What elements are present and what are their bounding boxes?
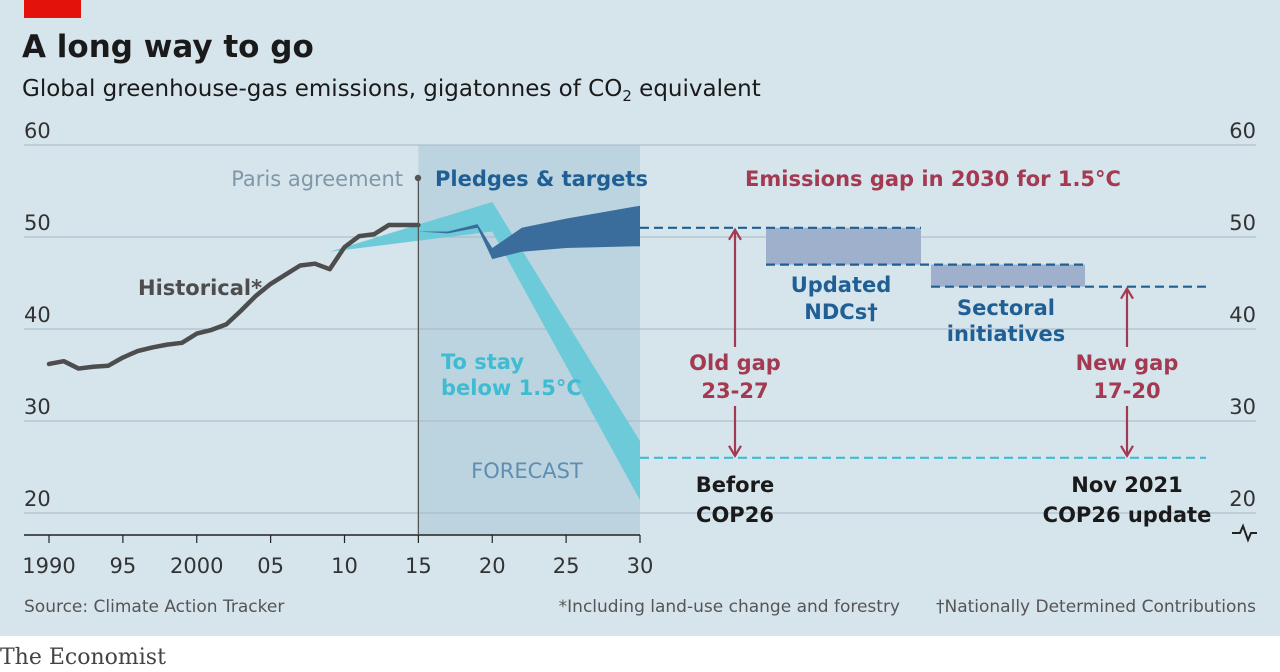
chart-subtitle: Global greenhouse-gas emissions, gigaton… <box>22 76 761 105</box>
annotation-updated: Updated <box>791 273 892 297</box>
economist-red-tag <box>24 0 81 18</box>
new-gap-arrow-up-head <box>1120 286 1134 300</box>
sectoral-initiatives-reduction-bar <box>931 264 1085 287</box>
y-tick-label-left-40: 40 <box>24 303 51 327</box>
old-gap-arrow-up-head <box>728 227 742 241</box>
footnote-ndcs: †Nationally Determined Contributions <box>936 597 1256 617</box>
y-tick-label-right-60: 60 <box>1229 119 1256 143</box>
annotation-cop26: COP26 <box>696 503 774 527</box>
annotation-before: Before <box>696 473 774 497</box>
x-tick-label-2005: 05 <box>257 554 284 578</box>
annotation-ndcs: NDCs† <box>804 300 877 324</box>
annotation-new-gap: New gap <box>1076 351 1179 375</box>
y-tick-label-right-40: 40 <box>1229 303 1256 327</box>
old-gap-arrow-down-head <box>728 445 742 458</box>
series-target-1-5-band <box>329 202 640 501</box>
annotation-gap-title: Emissions gap in 2030 for 1.5°C <box>745 167 1121 191</box>
y-tick-label-right-30: 30 <box>1229 395 1256 419</box>
y-tick-label-right-20: 20 <box>1229 487 1256 511</box>
forecast-shade <box>418 145 640 535</box>
y-tick-label-left-30: 30 <box>24 395 51 419</box>
x-tick-label-2010: 10 <box>331 554 358 578</box>
gridlines-group <box>24 144 1256 514</box>
series-group <box>46 222 421 371</box>
x-tick-label-2025: 25 <box>553 554 580 578</box>
gap-annotation-group <box>640 226 1206 459</box>
brand-logo-text: The Economist <box>0 645 166 670</box>
y-tick-label-left-50: 50 <box>24 211 51 235</box>
forecast-shade-group <box>418 145 640 535</box>
updated-ndcs-reduction-bar <box>766 227 921 265</box>
x-tick-label-2015: 15 <box>405 554 432 578</box>
axis-ticks-group: 20 20 30 30 40 40 50 50 60 60 1990 95 2000 05 10 15 20 25… <box>22 119 1256 578</box>
annotation-sectoral: Sectoral <box>957 296 1055 320</box>
annotation-pledges-targets: Pledges & targets <box>435 167 648 191</box>
annotation-nov-2021: Nov 2021 <box>1071 473 1182 497</box>
y-tick-label-left-20: 20 <box>24 487 51 511</box>
annotation-old-gap: Old gap <box>689 351 781 375</box>
annotation-paris-agreement: Paris agreement <box>231 167 403 191</box>
paris-agreement-marker <box>414 174 422 182</box>
annotation-new-gap-range: 17-20 <box>1093 379 1160 403</box>
series-historical-line <box>46 222 421 371</box>
annotation-cop26-update: COP26 update <box>1043 503 1212 527</box>
brand-bar <box>0 636 1280 672</box>
x-tick-label-2030: 30 <box>627 554 654 578</box>
series-pledges-band <box>418 205 640 260</box>
y-tick-label-right-50: 50 <box>1229 211 1256 235</box>
annotation-old-gap-range: 23-27 <box>701 379 768 403</box>
footnote-land-use: *Including land-use change and forestry <box>559 597 900 617</box>
source-note: Source: Climate Action Tracker <box>24 597 284 617</box>
annotation-below-1-5: below 1.5°C <box>441 376 582 400</box>
x-tick-label-1995: 95 <box>110 554 137 578</box>
axis-break-icon <box>1232 523 1257 543</box>
annotation-historical: Historical* <box>138 276 262 300</box>
annotation-to-stay: To stay <box>441 350 524 374</box>
x-tick-label-1990: 1990 <box>22 554 75 578</box>
bands-group <box>329 202 640 501</box>
annotation-initiatives: initiatives <box>947 322 1065 346</box>
annotation-forecast: FORECAST <box>471 459 583 483</box>
y-tick-label-left-60: 60 <box>24 119 51 143</box>
new-gap-arrow-down-head <box>1120 445 1134 458</box>
x-tick-label-2000: 2000 <box>170 554 223 578</box>
x-tick-label-2020: 20 <box>479 554 506 578</box>
chart-title: A long way to go <box>22 29 314 65</box>
